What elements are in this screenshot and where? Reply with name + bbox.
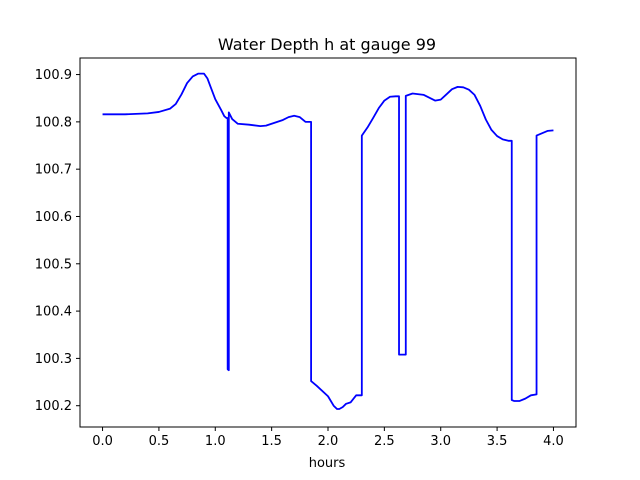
series-line-0 — [102, 72, 554, 410]
x-tick-label: 4.0 — [543, 434, 564, 449]
y-tick-label: 100.3 — [35, 352, 72, 367]
x-tick-label: 3.0 — [430, 434, 451, 449]
y-tick-label: 100.5 — [35, 257, 72, 272]
x-tick-label: 2.0 — [318, 434, 339, 449]
y-axis-ticks: 100.2 100.3 100.4 100.5 100.6 100.7 100.8 100.9 — [35, 68, 80, 414]
x-tick-label: 1.0 — [205, 434, 226, 449]
x-axis-label: hours — [309, 456, 346, 471]
y-tick-label: 100.6 — [35, 210, 72, 225]
x-tick-label: 2.5 — [374, 434, 395, 449]
x-tick-label: 0.5 — [149, 434, 170, 449]
x-axis-ticks: 0.0 0.5 1.0 1.5 2.0 2.5 3.0 3.5 4.0 — [92, 427, 564, 449]
data-layer — [102, 72, 554, 410]
y-tick-label: 100.7 — [35, 163, 72, 178]
y-tick-label: 100.9 — [35, 68, 72, 83]
x-tick-label: 3.5 — [487, 434, 508, 449]
x-tick-label: 0.0 — [92, 434, 113, 449]
chart-title: Water Depth h at gauge 99 — [218, 35, 436, 54]
y-tick-label: 100.4 — [35, 305, 72, 320]
y-tick-label: 100.2 — [35, 399, 72, 414]
x-tick-label: 1.5 — [261, 434, 282, 449]
y-tick-label: 100.8 — [35, 115, 72, 130]
